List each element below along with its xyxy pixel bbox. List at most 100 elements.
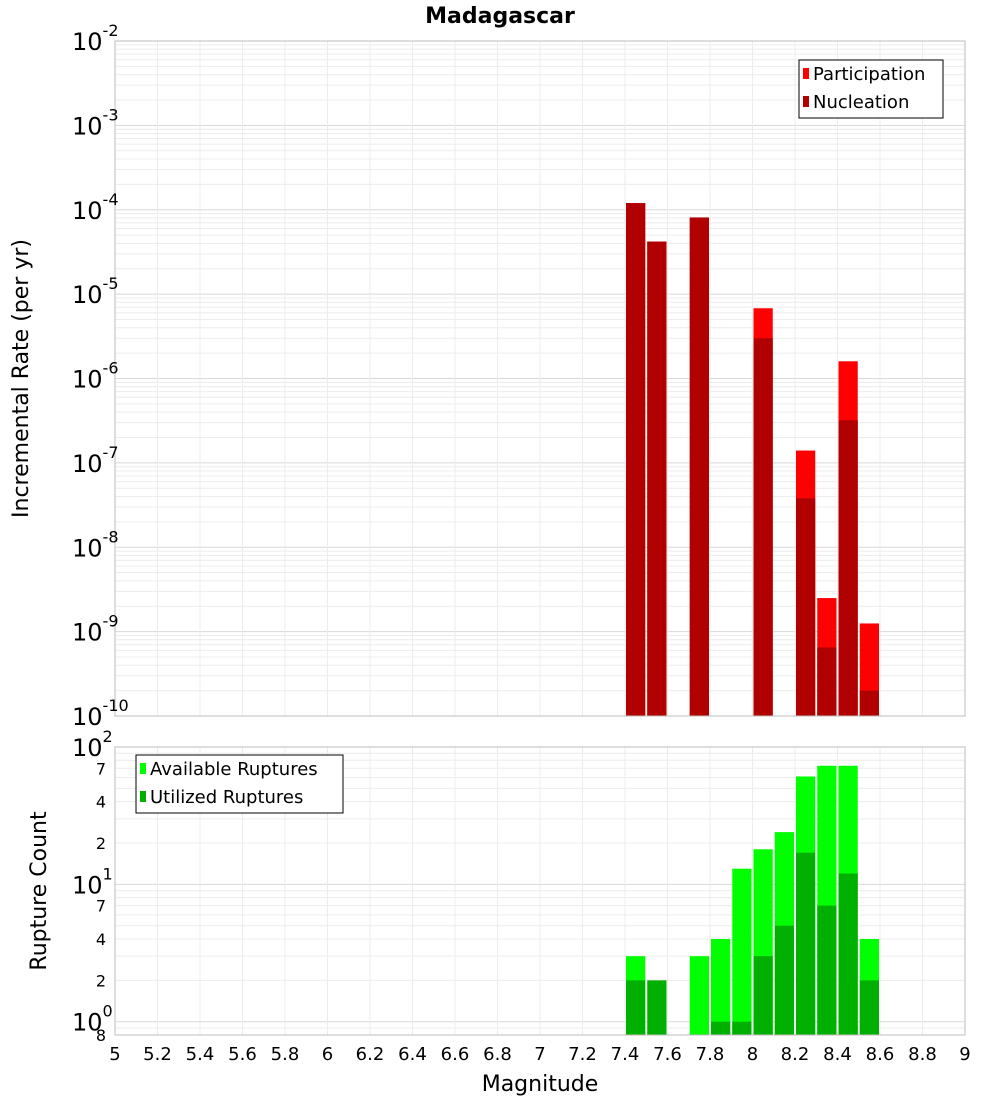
- y-tick-exponent: 0: [103, 1002, 113, 1021]
- y-tick-base: 10: [72, 197, 103, 225]
- y-tick-label: 10-8: [72, 527, 119, 562]
- y-tick-label: 10-10: [72, 696, 129, 731]
- legend-box: [135, 754, 344, 814]
- nucleation-bars: [626, 203, 879, 717]
- utilized-ruptures-bar: [817, 905, 837, 1035]
- legend-swatch: [803, 96, 809, 107]
- y-tick-label: 101: [72, 864, 113, 899]
- available-ruptures-bar: [711, 939, 731, 1035]
- x-axis-label: Magnitude: [482, 1072, 599, 1097]
- y-axis-label: Rupture Count: [27, 811, 52, 971]
- nucleation-bar: [626, 203, 646, 716]
- y-tick-label: 10-5: [72, 274, 119, 309]
- y-tick-label: 2: [96, 834, 106, 853]
- utilized-ruptures-bar: [647, 980, 667, 1035]
- y-tick-base: 10: [72, 112, 103, 140]
- y-tick-label: 10-7: [72, 443, 119, 478]
- x-tick-label: 7.6: [653, 1044, 682, 1065]
- y-tick-label: 100: [72, 1002, 113, 1037]
- utilized-ruptures-bar: [753, 956, 773, 1035]
- y-tick-label: 2: [96, 971, 106, 990]
- y-tick-base: 10: [72, 366, 103, 394]
- rate-panel: 10-210-310-410-510-610-710-810-910-10Inc…: [9, 21, 966, 731]
- y-tick-label: 4: [96, 930, 106, 949]
- x-tick-label: 5: [109, 1044, 120, 1065]
- x-tick-label: 6.4: [398, 1044, 427, 1065]
- x-tick-label: 6.2: [356, 1044, 385, 1065]
- x-tick-label: 5.8: [271, 1044, 300, 1065]
- y-tick-base: 10: [72, 734, 103, 762]
- legend-entry: Utilized Ruptures: [150, 787, 303, 808]
- y-tick-base: 10: [72, 703, 103, 731]
- nucleation-bar: [753, 338, 773, 716]
- y-tick-base: 10: [72, 871, 103, 899]
- y-tick-base: 10: [72, 534, 103, 562]
- utilized-ruptures-bar: [838, 873, 858, 1035]
- x-tick-label: 6.8: [483, 1044, 512, 1065]
- y-tick-label: 10-4: [72, 190, 119, 225]
- nucleation-bar: [647, 241, 667, 717]
- legend-box: [798, 59, 944, 119]
- y-tick-label: 10-3: [72, 105, 119, 140]
- y-tick-exponent: -3: [103, 105, 119, 124]
- legend-entry: Participation: [813, 64, 925, 85]
- y-tick-label: 7: [96, 759, 106, 778]
- y-tick-label: 4: [96, 793, 106, 812]
- nucleation-bar: [838, 420, 858, 716]
- x-tick-label: 8.4: [823, 1044, 852, 1065]
- y-tick-label: 10-9: [72, 612, 119, 647]
- nucleation-bar: [817, 647, 837, 716]
- y-tick-base: 10: [72, 28, 103, 56]
- x-tick-label: 6.6: [441, 1044, 470, 1065]
- nucleation-bar: [859, 690, 879, 716]
- legend-entry: Nucleation: [813, 92, 909, 113]
- x-tick-label: 7: [534, 1044, 545, 1065]
- y-tick-label: 8: [96, 1026, 106, 1045]
- plot-frame: [114, 746, 966, 1036]
- y-tick-exponent: 1: [103, 864, 113, 883]
- x-tick-label: 5.2: [143, 1044, 172, 1065]
- y-tick-exponent: -5: [103, 274, 119, 293]
- y-tick-label: 10-2: [72, 21, 119, 56]
- y-tick-exponent: -7: [103, 443, 119, 462]
- utilized-ruptures-bar: [732, 1021, 752, 1035]
- x-tick-label: 8: [747, 1044, 758, 1065]
- y-tick-exponent: -8: [103, 527, 119, 546]
- x-tick-labels: 5 5.2 5.4 5.6 5.8 6 6.2 6.4 6.6 6.8 7 7.2 7.4 7.6 7.8 8…: [109, 1044, 970, 1065]
- y-tick-exponent: 2: [103, 727, 113, 746]
- utilized-ruptures-bar: [626, 980, 646, 1035]
- legend-swatch: [140, 791, 146, 802]
- x-tick-label: 8.2: [781, 1044, 810, 1065]
- grid-lines: [114, 40, 966, 717]
- utilized-ruptures-bar: [859, 980, 879, 1035]
- y-tick-exponent: -9: [103, 612, 119, 631]
- utilized-ruptures-bars: [626, 852, 879, 1035]
- y-tick-label: 102: [72, 727, 113, 762]
- utilized-ruptures-bar: [711, 1021, 731, 1035]
- legend-swatch: [140, 763, 146, 774]
- y-tick-base: 10: [72, 281, 103, 309]
- nucleation-bar: [796, 498, 816, 716]
- y-tick-labels: 10-210-310-410-510-610-710-810-910-10: [72, 21, 129, 731]
- x-tick-label: 7.2: [568, 1044, 597, 1065]
- y-tick-base: 10: [72, 1009, 103, 1037]
- chart-title: Madagascar: [425, 4, 575, 29]
- x-tick-label: 7.8: [696, 1044, 725, 1065]
- utilized-ruptures-bar: [796, 852, 816, 1035]
- x-tick-label: 8.6: [866, 1044, 895, 1065]
- legend-entry: Available Ruptures: [150, 759, 318, 780]
- legend: Participation Nucleation: [798, 59, 944, 119]
- y-tick-exponent: -10: [103, 696, 129, 715]
- x-tick-label: 5.6: [228, 1044, 257, 1065]
- y-tick-label: 10-6: [72, 359, 119, 394]
- available-ruptures-bar: [689, 956, 709, 1035]
- y-tick-base: 10: [72, 619, 103, 647]
- y-tick-base: 10: [72, 450, 103, 478]
- x-tick-label: 6: [322, 1044, 333, 1065]
- y-tick-exponent: -6: [103, 359, 119, 378]
- x-tick-label: 9: [959, 1044, 970, 1065]
- y-tick-exponent: -4: [103, 190, 119, 209]
